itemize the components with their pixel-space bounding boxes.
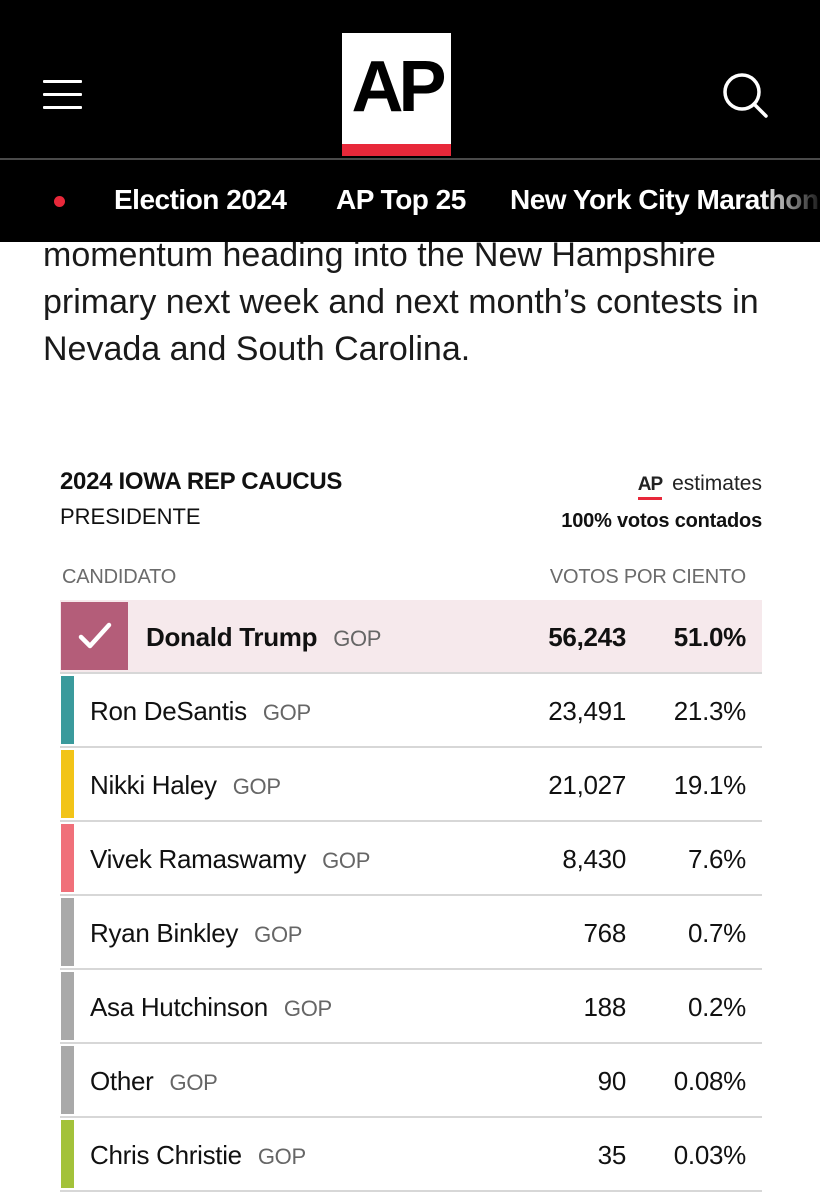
article-line: primary next week and next month’s conte… bbox=[43, 283, 759, 321]
race-office: PRESIDENTE bbox=[60, 504, 201, 529]
candidate-name: Chris Christie bbox=[90, 1140, 242, 1170]
ap-logo-red-bar bbox=[342, 144, 451, 156]
table-row: Other GOP 90 0.08% bbox=[60, 1044, 762, 1118]
candidate-votes: 35 bbox=[597, 1140, 627, 1170]
candidate-cell: Ryan Binkley GOP bbox=[90, 918, 302, 949]
search-icon[interactable] bbox=[720, 70, 770, 120]
candidate-color-bar bbox=[61, 972, 74, 1040]
table-row: Ron DeSantis GOP 23,491 21.3% bbox=[60, 674, 762, 748]
candidate-party: GOP bbox=[322, 848, 371, 873]
article-line: momentum heading into the New Hampshire bbox=[43, 242, 716, 274]
ap-logo[interactable]: AP bbox=[342, 33, 451, 156]
table-row: Vivek Ramaswamy GOP 8,430 7.6% bbox=[60, 822, 762, 896]
candidate-party: GOP bbox=[169, 1070, 218, 1095]
candidate-votes: 768 bbox=[583, 918, 627, 948]
table-row: Asa Hutchinson GOP 188 0.2% bbox=[60, 970, 762, 1044]
ap-logo-text: AP bbox=[351, 47, 446, 127]
candidate-percent: 0.03% bbox=[673, 1140, 747, 1170]
candidate-percent: 7.6% bbox=[687, 844, 746, 874]
candidate-party: GOP bbox=[254, 922, 303, 947]
candidate-party: GOP bbox=[262, 700, 311, 725]
header-divider bbox=[0, 158, 820, 160]
results-table-header: CANDIDATO VOTOS POR CIENTO bbox=[60, 566, 762, 602]
table-row: Donald Trump GOP 56,243 51.0% bbox=[60, 600, 762, 674]
candidate-votes: 188 bbox=[583, 992, 627, 1022]
candidate-name: Nikki Haley bbox=[90, 770, 217, 800]
race-title: 2024 IOWA REP CAUCUS bbox=[60, 468, 343, 495]
candidate-votes: 21,027 bbox=[548, 770, 626, 800]
candidate-percent: 0.08% bbox=[673, 1066, 747, 1096]
candidate-name: Ron DeSantis bbox=[90, 696, 247, 726]
candidate-cell: Chris Christie GOP bbox=[90, 1140, 306, 1171]
candidate-color-bar bbox=[61, 824, 74, 892]
header-votes-pct: VOTOS POR CIENTO bbox=[549, 566, 746, 588]
header-candidate: CANDIDATO bbox=[62, 566, 177, 588]
candidate-percent: 0.7% bbox=[687, 918, 746, 948]
candidate-cell: Donald Trump GOP bbox=[146, 622, 381, 653]
ap-mini-logo: AP bbox=[637, 474, 663, 500]
candidate-color-bar bbox=[61, 676, 74, 744]
candidate-votes: 8,430 bbox=[562, 844, 626, 874]
top-header: AP bbox=[0, 0, 820, 158]
candidate-party: GOP bbox=[232, 774, 281, 799]
table-row: Nikki Haley GOP 21,027 19.1% bbox=[60, 748, 762, 822]
table-row: Ryan Binkley GOP 768 0.7% bbox=[60, 896, 762, 970]
candidate-name: Ryan Binkley bbox=[90, 918, 239, 948]
article-body: momentum heading into the New Hampshire … bbox=[0, 242, 820, 382]
candidate-cell: Ron DeSantis GOP bbox=[90, 696, 311, 727]
candidate-party: GOP bbox=[283, 996, 332, 1021]
nav-item-election-2024[interactable]: Election 2024 bbox=[114, 184, 287, 215]
candidate-votes: 90 bbox=[597, 1066, 627, 1096]
live-dot-icon bbox=[54, 196, 65, 207]
candidate-party: GOP bbox=[257, 1144, 306, 1169]
article-line: Nevada and South Carolina. bbox=[43, 330, 471, 368]
estimates-label: estimates bbox=[672, 472, 762, 495]
candidate-color-bar bbox=[61, 1046, 74, 1114]
candidate-name: Asa Hutchinson bbox=[90, 992, 268, 1022]
winner-check-icon bbox=[61, 602, 128, 670]
ap-estimates: AP estimates bbox=[637, 472, 762, 500]
candidate-percent: 21.3% bbox=[673, 696, 747, 726]
candidate-name: Other bbox=[90, 1066, 154, 1096]
candidate-percent: 0.2% bbox=[687, 992, 746, 1022]
candidate-cell: Vivek Ramaswamy GOP bbox=[90, 844, 370, 875]
candidate-color-bar bbox=[61, 750, 74, 818]
candidate-cell: Nikki Haley GOP bbox=[90, 770, 281, 801]
nav-item-ap-top-25[interactable]: AP Top 25 bbox=[336, 184, 466, 215]
candidate-party: GOP bbox=[333, 626, 382, 651]
candidate-name: Donald Trump bbox=[146, 622, 318, 652]
candidate-cell: Other GOP bbox=[90, 1066, 218, 1097]
candidate-percent: 19.1% bbox=[673, 770, 747, 800]
reporting-status: 100% votos contados bbox=[561, 510, 762, 532]
candidate-name: Vivek Ramaswamy bbox=[90, 844, 307, 874]
candidate-votes: 56,243 bbox=[548, 622, 626, 652]
candidate-votes: 23,491 bbox=[548, 696, 626, 726]
candidate-color-bar bbox=[61, 898, 74, 966]
hamburger-menu-icon[interactable] bbox=[43, 80, 83, 110]
section-nav: Election 2024 AP Top 25 New York City Ma… bbox=[0, 160, 820, 242]
candidate-percent: 51.0% bbox=[673, 622, 747, 652]
table-row: Chris Christie GOP 35 0.03% bbox=[60, 1118, 762, 1192]
candidate-color-bar bbox=[61, 1120, 74, 1188]
candidate-cell: Asa Hutchinson GOP bbox=[90, 992, 332, 1023]
results-table: Donald Trump GOP 56,243 51.0% Ron DeSantis GO… bbox=[60, 600, 762, 1192]
